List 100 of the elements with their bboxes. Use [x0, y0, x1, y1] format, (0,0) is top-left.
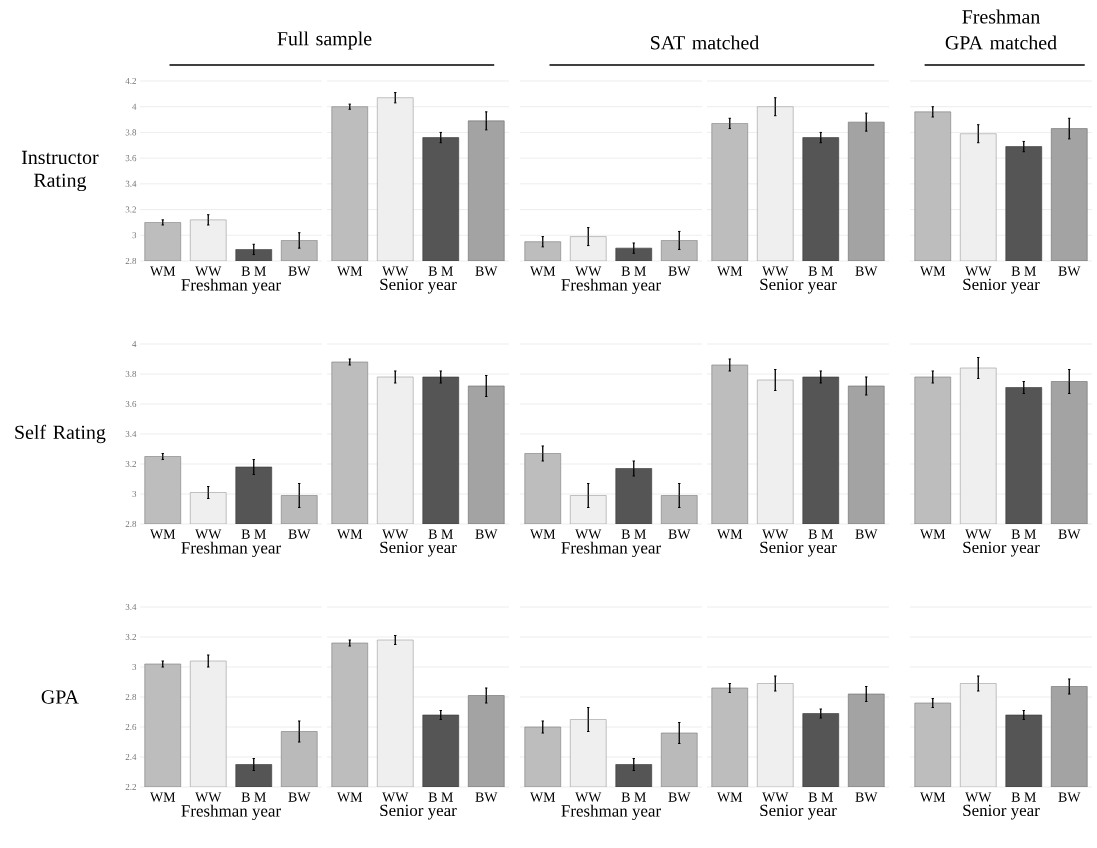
x-tick-label: B M [241, 529, 266, 539]
chart-title: Full sample [277, 31, 372, 50]
x-tick-label: BW [288, 266, 311, 276]
y-axis-title: GPA [41, 690, 79, 704]
x-tick-label: WW [965, 529, 992, 539]
x-tick-label: B M [621, 792, 646, 802]
x-tick-label: WM [716, 792, 743, 802]
x-axis-title: Freshman year [561, 804, 661, 821]
x-tick-label: WM [149, 266, 176, 276]
x-tick-label: B M [428, 266, 453, 276]
x-axis-title: Senior year [963, 804, 1040, 820]
x-tick-label: BW [1058, 266, 1081, 276]
x-axis-title: Senior year [760, 541, 837, 557]
x-tick-label: WW [575, 266, 602, 276]
x-tick-label: WW [762, 266, 789, 276]
x-tick-label: BW [668, 792, 691, 802]
x-tick-label: B M [428, 529, 453, 539]
x-tick-label: WM [336, 529, 363, 539]
x-tick-label: WW [382, 792, 409, 802]
x-tick-label: BW [668, 266, 691, 276]
x-tick-label: B M [1011, 529, 1036, 539]
x-tick-label: BW [855, 792, 878, 802]
x-tick-label: WM [149, 529, 176, 539]
y-tick-label: 3 [132, 232, 137, 239]
x-tick-label: BW [1058, 792, 1081, 802]
x-tick-label: BW [1058, 529, 1081, 539]
y-tick-label: 3.6 [125, 155, 137, 162]
x-axis-title: Senior year [380, 541, 457, 557]
y-tick-label: 4.2 [125, 77, 136, 85]
x-tick-label: WM [716, 529, 743, 539]
x-tick-label: BW [288, 529, 311, 539]
x-axis-title: Freshman year [561, 541, 661, 558]
y-tick-label: 4 [132, 103, 137, 110]
x-tick-label: BW [855, 266, 878, 276]
x-tick-label: BW [475, 266, 498, 276]
y-tick-label: 3.8 [125, 370, 137, 378]
chart-title: SAT matched [651, 35, 760, 50]
y-tick-label: 2.2 [125, 783, 136, 791]
y-tick-label: 2.8 [125, 520, 137, 528]
x-tick-label: WM [919, 792, 946, 802]
y-tick-label: 3.4 [125, 603, 137, 611]
x-axis-title: Freshman year [181, 804, 281, 821]
y-axis-title: Self Rating [15, 424, 106, 444]
x-tick-label: WW [195, 529, 222, 539]
x-tick-label: WW [762, 529, 789, 539]
y-tick-label: 2.6 [125, 723, 137, 731]
x-tick-label: B M [1011, 266, 1036, 276]
x-axis-title: Freshman year [561, 278, 661, 295]
x-axis-title: Freshman year [181, 541, 281, 558]
x-tick-label: B M [241, 266, 266, 276]
x-tick-label: BW [288, 792, 311, 802]
y-tick-label: 3 [132, 663, 137, 671]
x-tick-label: B M [428, 792, 453, 802]
y-tick-label: 3.2 [125, 206, 136, 213]
x-tick-label: WM [919, 529, 946, 539]
y-tick-label: 2.4 [125, 753, 137, 761]
x-tick-label: B M [1011, 792, 1036, 802]
x-axis-title: Freshman year [181, 278, 281, 295]
x-tick-label: B M [808, 266, 833, 276]
y-tick-label: 3.8 [125, 129, 137, 136]
x-axis-title: Senior year [963, 541, 1040, 557]
y-tick-label: 3.4 [125, 430, 137, 438]
x-tick-label: WM [529, 529, 556, 539]
x-tick-label: WM [336, 792, 363, 802]
x-tick-label: B M [808, 529, 833, 539]
x-tick-label: WM [149, 792, 176, 802]
x-tick-label: WM [529, 266, 556, 276]
x-tick-label: B M [241, 792, 266, 802]
y-tick-label: 2.8 [125, 693, 137, 701]
x-tick-label: WM [716, 266, 743, 276]
x-axis-title: Senior year [760, 278, 837, 294]
x-tick-label: BW [475, 792, 498, 802]
chart-title: Freshman GPA matched [945, 9, 1057, 50]
x-axis-title: Senior year [380, 804, 457, 820]
y-tick-label: 3.6 [125, 400, 137, 408]
x-tick-label: WM [529, 792, 556, 802]
x-tick-label: BW [668, 529, 691, 539]
x-tick-label: BW [475, 529, 498, 539]
x-tick-label: WW [965, 792, 992, 802]
x-tick-label: WM [919, 266, 946, 276]
x-tick-label: BW [855, 529, 878, 539]
y-tick-label: 3 [132, 490, 137, 498]
y-tick-label: 3.2 [125, 460, 136, 468]
x-axis-title: Senior year [380, 278, 457, 294]
x-tick-label: WW [195, 266, 222, 276]
x-tick-label: WW [762, 792, 789, 802]
y-tick-label: 2.8 [125, 257, 137, 265]
x-tick-label: B M [808, 792, 833, 802]
x-tick-label: B M [621, 529, 646, 539]
x-tick-label: WW [382, 529, 409, 539]
x-tick-label: WW [965, 266, 992, 276]
y-axis-title: Instructor Rating [21, 150, 99, 192]
x-tick-label: WW [382, 266, 409, 276]
y-tick-label: 3.2 [125, 633, 136, 641]
y-tick-label: 4 [132, 341, 137, 347]
x-tick-label: B M [621, 266, 646, 276]
x-tick-label: WW [575, 529, 602, 539]
x-tick-label: WW [195, 792, 222, 802]
y-tick-label: 3.4 [125, 180, 137, 187]
x-axis-title: Senior year [963, 278, 1040, 294]
